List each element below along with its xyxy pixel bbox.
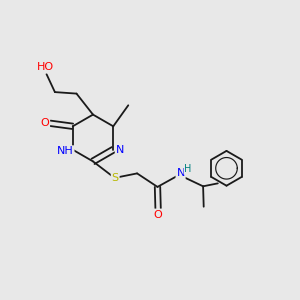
Text: O: O xyxy=(40,118,49,128)
Text: S: S xyxy=(112,173,119,184)
Text: HO: HO xyxy=(36,62,54,73)
Text: NH: NH xyxy=(57,146,74,156)
Text: N: N xyxy=(176,168,185,178)
Text: N: N xyxy=(116,145,124,155)
Text: O: O xyxy=(154,209,163,220)
Text: H: H xyxy=(184,164,192,174)
